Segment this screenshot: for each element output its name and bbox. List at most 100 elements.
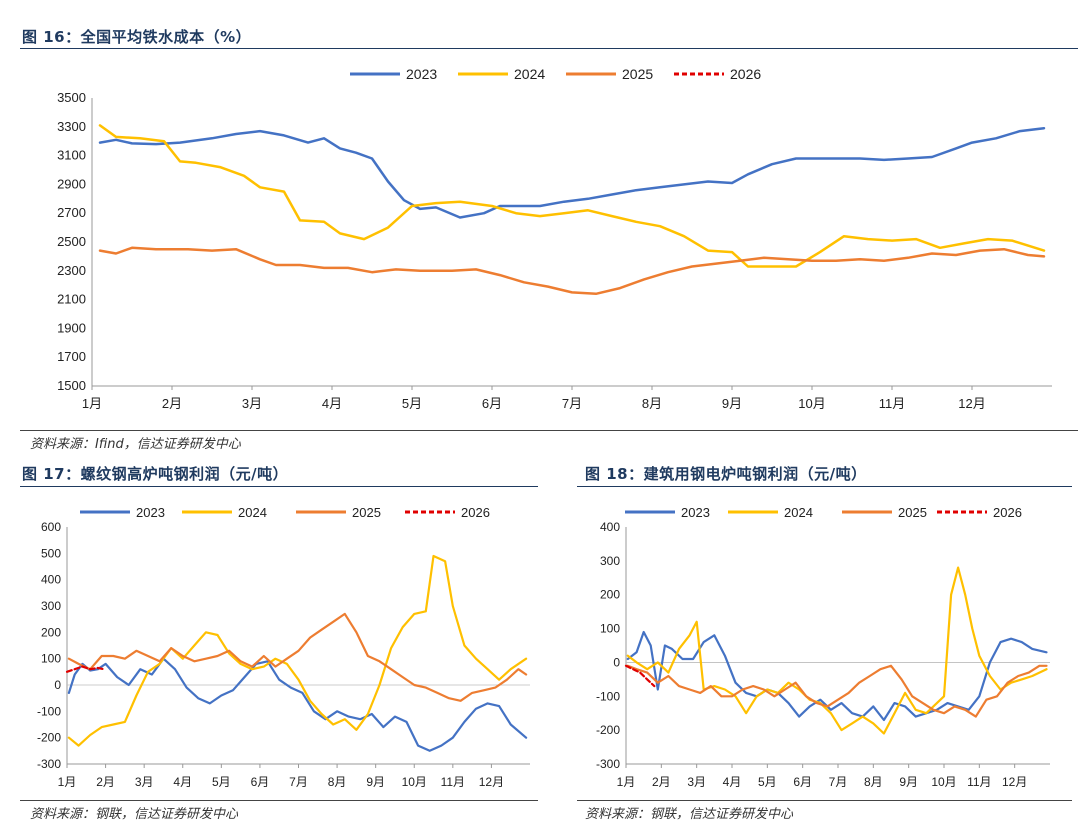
fig16-bottom-rule [20,430,1078,431]
fig17-legend-label-2025: 2025 [352,505,381,520]
fig17-source: 资料来源：钢联，信达证券研发中心 [30,807,239,822]
fig16-title: 图 16：全国平均铁水成本（%） [22,28,252,46]
fig16-legend-label-2023: 2023 [406,66,437,82]
fig18-ytick-label: 300 [600,554,620,568]
fig17-ytick-label: 600 [41,520,61,534]
fig18-series-2025 [626,664,1048,718]
fig17-series-2025 [67,612,528,702]
fig18-xtick-label: 5月 [758,775,777,789]
fig16-xtick-label: 8月 [642,396,662,411]
fig17-bottom-rule [20,800,538,801]
fig17-xtick-label: 11月 [441,775,465,789]
fig16-ytick-label: 3100 [57,148,86,163]
fig16-ytick-label: 3300 [57,119,86,134]
fig18-xtick-label: 9月 [899,775,918,789]
fig18-rule [577,486,1072,487]
fig17-ytick-label: 200 [41,625,61,639]
fig18-xtick-label: 10月 [931,775,956,789]
fig18-xtick-label: 12月 [1002,775,1027,789]
fig18-legend-label-2026: 2026 [993,505,1022,520]
fig16-xtick-label: 6月 [482,396,502,411]
fig16-ytick-label: 2900 [57,176,86,191]
fig17-xtick-label: 9月 [366,775,385,789]
fig18-ytick-label: 400 [600,520,620,534]
fig16-ytick-label: 2500 [57,234,86,249]
fig18-ytick-label: 0 [613,655,620,669]
fig18-xtick-label: 4月 [723,775,742,789]
fig16-ytick-label: 2700 [57,205,86,220]
fig18-xtick-label: 11月 [967,775,991,789]
fig17-xtick-label: 12月 [479,775,504,789]
fig17-xtick-label: 5月 [212,775,231,789]
fig17-xtick-label: 3月 [135,775,154,789]
fig17-title: 图 17：螺纹钢高炉吨钢利润（元/吨） [22,465,289,483]
fig17-xtick-label: 7月 [289,775,308,789]
fig16-xtick-label: 5月 [402,396,422,411]
fig17-ytick-label: -300 [37,757,61,771]
fig17-legend-label-2023: 2023 [136,505,165,520]
fig16-ytick-label: 3500 [57,90,86,105]
fig18-series-2026 [624,664,656,688]
fig18-ytick-label: 100 [600,622,620,636]
fig18-legend-label-2023: 2023 [681,505,710,520]
fig18-xtick-label: 1月 [617,775,636,789]
fig18-series-2024 [626,566,1048,735]
fig16-legend-label-2024: 2024 [514,66,545,82]
fig16-series-2025 [98,246,1046,296]
fig16-xtick-label: 2月 [162,396,182,411]
fig18-title: 图 18：建筑用钢电炉吨钢利润（元/吨） [585,465,867,483]
fig17-series-2024 [67,554,528,747]
fig16-ytick-label: 1700 [57,349,86,364]
fig17-ytick-label: 500 [41,546,61,560]
fig17-xtick-label: 6月 [251,775,270,789]
fig18-series-2023 [626,630,1048,722]
fig18-xtick-label: 7月 [829,775,848,789]
fig17-series-2026 [65,665,105,673]
fig18-ytick-label: -100 [596,689,620,703]
fig18-xtick-label: 2月 [652,775,671,789]
fig17-ytick-label: 400 [41,573,61,587]
fig16-xtick-label: 10月 [798,396,825,411]
fig18-xtick-label: 3月 [687,775,706,789]
fig16-source: 资料来源：Ifind，信达证券研发中心 [30,437,241,452]
fig18-ytick-label: -200 [596,723,620,737]
fig16-xtick-label: 12月 [958,396,985,411]
fig18-ytick-label: 200 [600,588,620,602]
fig18-ytick-label: -300 [596,757,620,771]
fig16-xtick-label: 9月 [722,396,742,411]
fig16-xtick-label: 11月 [879,396,906,411]
fig16-series-2023 [98,126,1046,219]
fig16-xtick-label: 3月 [242,396,262,411]
fig17-legend-label-2026: 2026 [461,505,490,520]
fig17-xtick-label: 10月 [402,775,427,789]
fig18-bottom-rule [577,800,1072,801]
fig18-source: 资料来源：钢联，信达证券研发中心 [585,807,794,822]
fig16-xtick-label: 7月 [562,396,582,411]
fig16-xtick-label: 1月 [82,396,102,411]
fig17-ytick-label: 0 [54,678,61,692]
fig17-ytick-label: 100 [41,652,61,666]
fig16-ytick-label: 2100 [57,292,86,307]
fig18-legend-label-2024: 2024 [784,505,813,520]
fig16-legend-label-2026: 2026 [730,66,761,82]
fig17-xtick-label: 8月 [328,775,347,789]
fig17-legend-label-2024: 2024 [238,505,267,520]
fig17-ytick-label: 300 [41,599,61,613]
fig17-series-2023 [67,657,528,752]
fig16-ytick-label: 1900 [57,320,86,335]
fig17-xtick-label: 2月 [96,775,115,789]
fig16-ytick-label: 2300 [57,263,86,278]
fig17-ytick-label: -200 [37,731,61,745]
fig16-legend-label-2025: 2025 [622,66,653,82]
fig17-xtick-label: 1月 [58,775,77,789]
fig17-xtick-label: 4月 [173,775,192,789]
fig18-xtick-label: 8月 [864,775,883,789]
fig16-xtick-label: 4月 [322,396,342,411]
fig17-rule [20,486,538,487]
fig18-legend-label-2025: 2025 [898,505,927,520]
fig16-ytick-label: 1500 [57,378,86,393]
fig18-xtick-label: 6月 [793,775,812,789]
fig16-series-2024 [98,124,1046,268]
fig17-ytick-label: -100 [37,704,61,718]
